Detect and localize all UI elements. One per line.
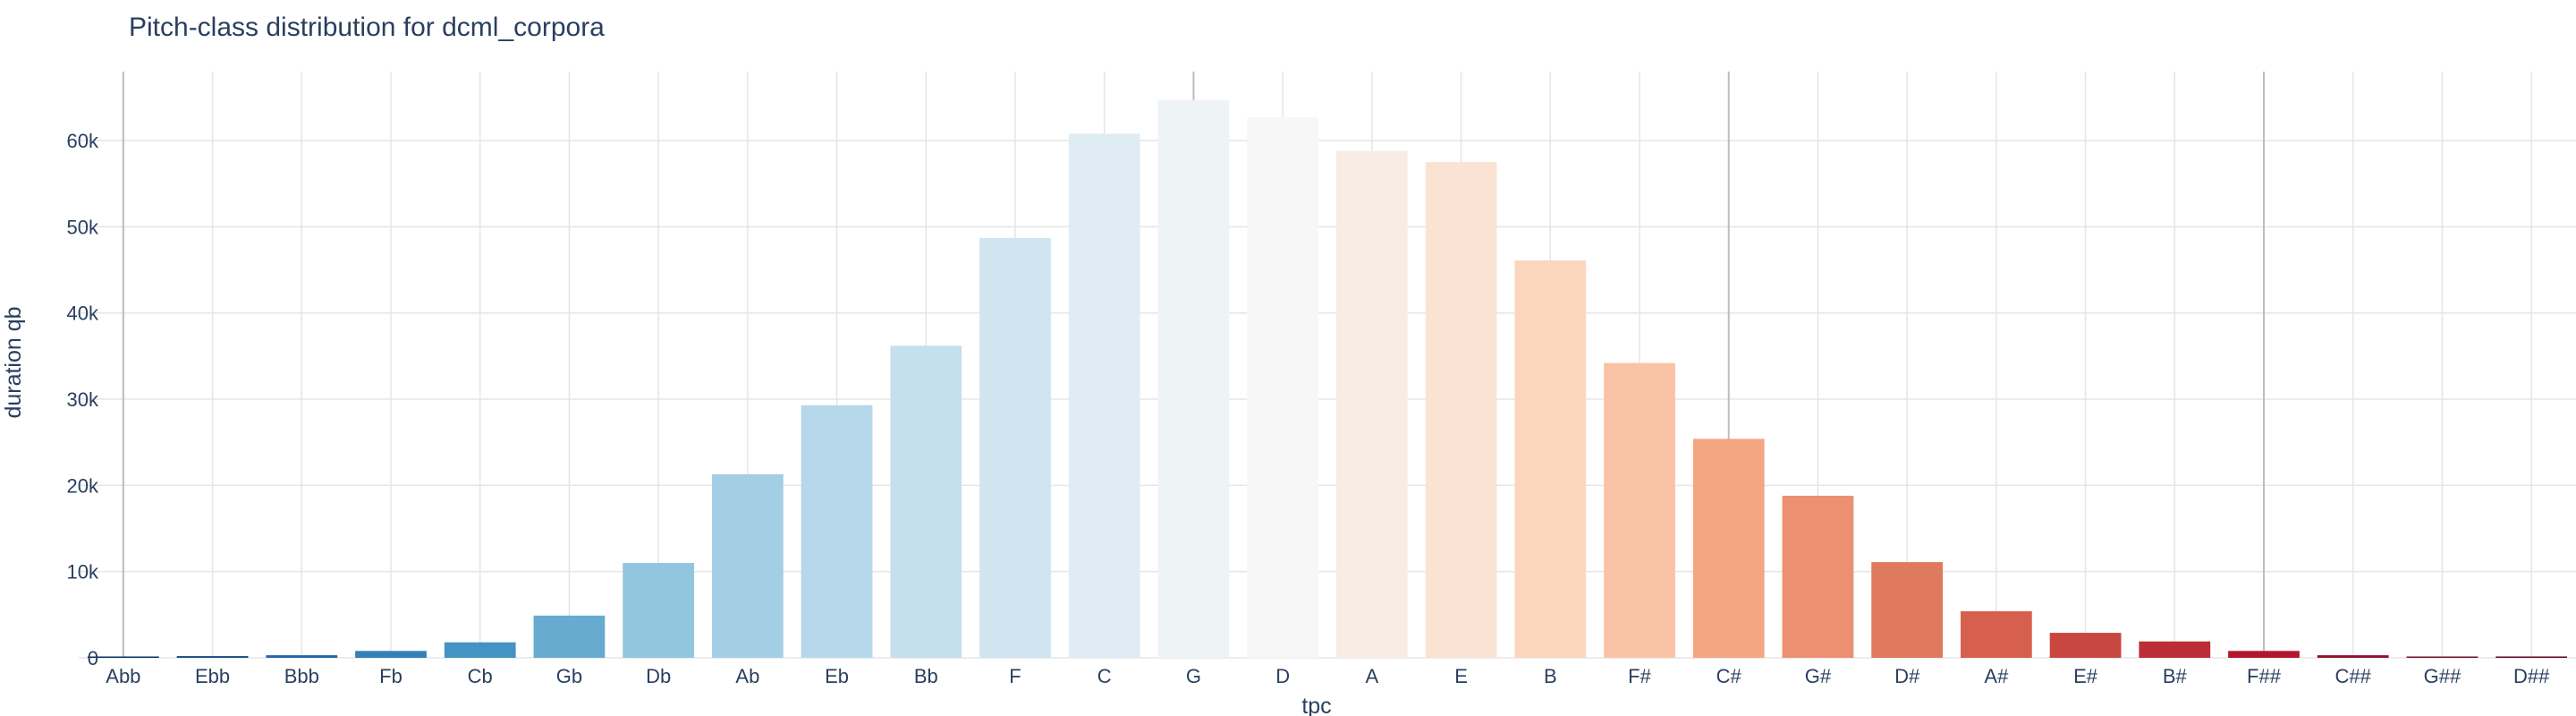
x-tick-label: G# bbox=[1805, 665, 1832, 687]
x-tick-label: Abb bbox=[106, 665, 140, 687]
bar-Abb[interactable] bbox=[87, 656, 159, 659]
x-tick-label: E bbox=[1454, 665, 1468, 687]
x-tick-label: G bbox=[1186, 665, 1201, 687]
bar-Bbb[interactable] bbox=[266, 655, 338, 658]
y-tick-label: 20k bbox=[67, 474, 99, 497]
x-tick-label: Eb bbox=[825, 665, 849, 687]
bar-C#[interactable] bbox=[1692, 439, 1765, 658]
x-tick-label: E# bbox=[2073, 665, 2098, 687]
bar-A[interactable] bbox=[1335, 150, 1408, 658]
x-tick-label: Gb bbox=[556, 665, 582, 687]
bar-B[interactable] bbox=[1514, 260, 1587, 658]
grid-layer bbox=[79, 72, 2576, 659]
x-tick-label: B# bbox=[2163, 665, 2188, 687]
axis-layer: 0 10k 20k 30k 40k 50k 60k Abb Ebb Bbb Fb Cb Gb Db Ab Eb… bbox=[67, 130, 2551, 687]
x-tick-label: Bb bbox=[914, 665, 938, 687]
x-tick-label: Ebb bbox=[195, 665, 230, 687]
y-tick-label: 0 bbox=[88, 647, 98, 669]
x-tick-label: Db bbox=[646, 665, 671, 687]
x-tick-label: F bbox=[1009, 665, 1021, 687]
bar-Gb[interactable] bbox=[533, 615, 606, 658]
bar-Db[interactable] bbox=[623, 563, 695, 658]
bar-G#[interactable] bbox=[1782, 495, 1854, 658]
bar-Cb[interactable] bbox=[444, 642, 516, 658]
x-tick-label: B bbox=[1544, 665, 1557, 687]
bar-C##[interactable] bbox=[2317, 655, 2389, 658]
x-axis-title: tpc bbox=[1301, 694, 1331, 716]
y-axis-title: duration qb bbox=[1, 306, 26, 418]
bar-G##[interactable] bbox=[2406, 656, 2479, 659]
bar-Ebb[interactable] bbox=[176, 656, 249, 658]
x-tick-label: D bbox=[1275, 665, 1290, 687]
bar-B#[interactable] bbox=[2139, 641, 2211, 658]
x-tick-label: C# bbox=[1716, 665, 1742, 687]
bar-A#[interactable] bbox=[1960, 610, 2032, 658]
bar-Fb[interactable] bbox=[355, 651, 427, 658]
y-tick-label: 40k bbox=[67, 303, 99, 325]
bar-layer bbox=[87, 99, 2568, 659]
x-tick-label: A# bbox=[1984, 665, 2009, 687]
bar-F##[interactable] bbox=[2228, 651, 2300, 658]
y-tick-label: 10k bbox=[67, 561, 99, 584]
bar-D##[interactable] bbox=[2496, 656, 2568, 659]
bar-Eb[interactable] bbox=[801, 405, 873, 658]
x-tick-label: F## bbox=[2247, 665, 2282, 687]
bar-E[interactable] bbox=[1425, 162, 1497, 658]
bar-F[interactable] bbox=[979, 237, 1051, 658]
x-tick-label: Fb bbox=[379, 665, 402, 687]
bar-D[interactable] bbox=[1247, 117, 1319, 659]
bar-F#[interactable] bbox=[1604, 362, 1675, 658]
x-tick-label: G## bbox=[2424, 665, 2462, 687]
x-tick-label: C## bbox=[2335, 665, 2372, 687]
x-tick-label: A bbox=[1366, 665, 1379, 687]
x-tick-label: D# bbox=[1894, 665, 1920, 687]
x-tick-label: Ab bbox=[735, 665, 759, 687]
x-tick-label: D## bbox=[2513, 665, 2550, 687]
y-tick-label: 50k bbox=[67, 216, 99, 238]
bar-Ab[interactable] bbox=[711, 473, 784, 658]
x-tick-label: F# bbox=[1628, 665, 1651, 687]
y-tick-label: 30k bbox=[67, 388, 99, 411]
bar-G[interactable] bbox=[1157, 99, 1230, 659]
bar-D#[interactable] bbox=[1871, 562, 1944, 658]
y-tick-label: 60k bbox=[67, 130, 99, 152]
chart-title: Pitch-class distribution for dcml_corpor… bbox=[129, 13, 605, 42]
x-tick-label: Cb bbox=[468, 665, 493, 687]
x-tick-label: Bbb bbox=[284, 665, 319, 687]
bar-E#[interactable] bbox=[2049, 633, 2122, 658]
bar-C[interactable] bbox=[1068, 133, 1140, 659]
x-tick-label: C bbox=[1097, 665, 1112, 687]
bar-Bb[interactable] bbox=[890, 345, 962, 658]
